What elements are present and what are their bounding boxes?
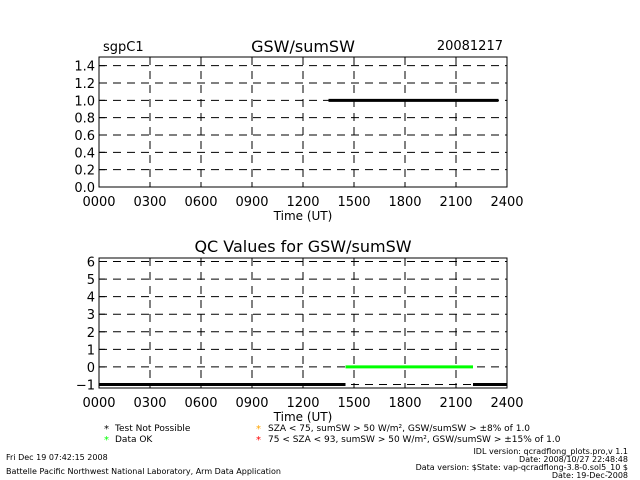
- footer-data-version: Data version: $State: vap-qcradflong-3.8…: [416, 463, 628, 472]
- x-tick-label: 2400: [490, 195, 523, 210]
- y-tick-label: 3: [87, 308, 95, 323]
- legend-red-rule: 75 < SZA < 93, sumSW > 50 W/m², GSW/sumS…: [268, 435, 561, 445]
- y-tick-label: 1.4: [74, 60, 95, 75]
- bottom-chart-xlabel: Time (UT): [273, 410, 333, 424]
- x-tick-label: 0300: [133, 195, 166, 210]
- date-label: 20081217: [437, 39, 503, 54]
- x-tick-label: 1800: [388, 396, 421, 411]
- y-tick-label: 0.4: [74, 146, 95, 161]
- x-tick-label: 1500: [337, 396, 370, 411]
- legend-red-star: *: [256, 435, 261, 446]
- footer-data-date: Date: 19-Dec-2008: [552, 471, 628, 480]
- site-label: sgpC1: [103, 40, 144, 55]
- top-chart-x-ticks: 0000 0300 0600 0900 1200 1500 1800 2100 2400: [82, 182, 524, 210]
- legend-data-ok: Data OK: [115, 435, 153, 445]
- footer-idl-version: IDL version: qcradflong_plots.pro,v 1.1: [473, 447, 628, 456]
- y-tick-label: 0.8: [74, 112, 95, 127]
- top-chart-title: GSW/sumSW: [251, 37, 355, 56]
- top-chart-xlabel: Time (UT): [273, 209, 333, 223]
- y-tick-label: 0.0: [74, 181, 95, 196]
- y-tick-label: 5: [87, 273, 95, 288]
- y-tick-label: 0.2: [74, 164, 95, 179]
- y-tick-label: 6: [87, 256, 95, 271]
- legend-yellow-rule: SZA < 75, sumSW > 50 W/m², GSW/sumSW > ±…: [268, 424, 530, 434]
- y-tick-label: 1.0: [74, 94, 95, 109]
- legend-black-star: *: [104, 424, 109, 435]
- x-tick-label: 0900: [235, 195, 268, 210]
- y-tick-label: −1: [76, 378, 95, 393]
- x-tick-label: 0000: [82, 195, 115, 210]
- y-tick-label: 1: [87, 343, 95, 358]
- y-tick-label: 4: [87, 291, 95, 306]
- footer-org: Battelle Pacific Northwest National Labo…: [6, 467, 281, 476]
- legend-yellow-star: *: [256, 424, 261, 435]
- x-tick-label: 1200: [286, 396, 319, 411]
- bottom-chart-series: [99, 365, 507, 386]
- bottom-chart-y-ticks: −1 0 1 2 3 4 5 6: [76, 256, 105, 393]
- x-tick-label: 0900: [235, 396, 268, 411]
- y-tick-label: 0: [87, 361, 95, 376]
- x-tick-label: 1500: [337, 195, 370, 210]
- legend-test-not-possible: Test Not Possible: [114, 424, 191, 434]
- x-tick-label: 2400: [490, 396, 523, 411]
- x-tick-label: 2100: [439, 195, 472, 210]
- footer-idl-date: Date: 2008/10/27 22:48:48: [519, 455, 628, 464]
- footer-generated: Fri Dec 19 07:42:15 2008: [6, 453, 108, 462]
- top-chart-y-ticks: 0.0 0.2 0.4 0.6 0.8 1.0 1.2 1.4: [74, 60, 105, 196]
- x-tick-label: 1800: [388, 195, 421, 210]
- x-tick-label: 0600: [184, 396, 217, 411]
- x-tick-label: 1200: [286, 195, 319, 210]
- x-tick-label: 0600: [184, 195, 217, 210]
- x-tick-label: 2100: [439, 396, 472, 411]
- bottom-chart-title: QC Values for GSW/sumSW: [194, 237, 411, 256]
- x-tick-label: 0300: [133, 396, 166, 411]
- bottom-chart-grid: [99, 258, 507, 388]
- y-tick-label: 1.2: [74, 77, 95, 92]
- y-tick-label: 0.6: [74, 129, 95, 144]
- top-chart-grid: [99, 57, 507, 188]
- x-tick-label: 0000: [82, 396, 115, 411]
- legend-green-star: *: [104, 435, 109, 446]
- y-tick-label: 2: [87, 326, 95, 341]
- bottom-chart-x-ticks: 0000 0300 0600 0900 1200 1500 1800 2100 2400: [82, 383, 524, 411]
